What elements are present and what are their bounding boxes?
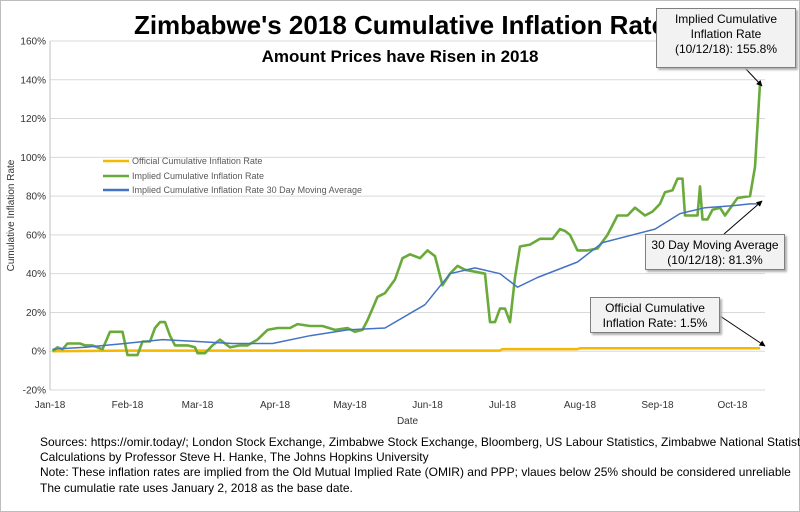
x-tick-label: Aug-18 bbox=[564, 400, 597, 411]
x-tick-label: Jun-18 bbox=[412, 400, 443, 411]
y-tick-label: 0% bbox=[32, 347, 47, 358]
callout-line: (10/12/18): 155.8% bbox=[674, 42, 778, 56]
legend-label: Implied Cumulative Inflation Rate bbox=[132, 171, 264, 181]
x-tick-label: Apr-18 bbox=[260, 400, 290, 411]
x-axis-title: Date bbox=[397, 416, 419, 427]
callout-line: (10/12/18): 81.3% bbox=[667, 253, 763, 267]
x-tick-label: Oct-18 bbox=[717, 400, 747, 411]
y-tick-label: 160% bbox=[20, 37, 46, 48]
official-series-line bbox=[52, 347, 760, 353]
footer-line: Sources: https://omir.today/; London Sto… bbox=[40, 435, 800, 449]
footer-line: Note: These inflation rates are implied … bbox=[40, 465, 791, 480]
y-tick-label: 140% bbox=[20, 75, 46, 86]
implied-series-line bbox=[51, 83, 762, 357]
moving-average-series-line bbox=[52, 203, 760, 351]
callout-arrow bbox=[723, 200, 763, 235]
y-tick-label: -20% bbox=[23, 386, 46, 397]
legend-official: Official Cumulative Inflation Rate bbox=[103, 156, 262, 166]
callout-line: Official Cumulative bbox=[605, 301, 705, 315]
chart-title: Zimbabwe's 2018 Cumulative Inflation Rat… bbox=[133, 10, 667, 40]
legend-implied: Implied Cumulative Inflation Rate bbox=[103, 171, 264, 181]
chart-subtitle: Amount Prices have Risen in 2018 bbox=[261, 47, 539, 66]
y-tick-label: 40% bbox=[26, 269, 46, 280]
callout-line: Implied Cumulative bbox=[674, 12, 778, 26]
sources-footer: Sources: https://omir.today/; London Sto… bbox=[40, 435, 800, 496]
callout-arrow bbox=[744, 67, 763, 87]
x-tick-label: Jan-18 bbox=[35, 400, 66, 411]
callout-moving-average: 30 Day Moving Average (10/12/18): 81.3% bbox=[645, 234, 785, 270]
x-tick-label: Mar-18 bbox=[182, 400, 214, 411]
callout-official-rate: Official Cumulative Inflation Rate: 1.5% bbox=[590, 297, 720, 333]
y-tick-label: 60% bbox=[26, 230, 46, 241]
callout-line: Inflation Rate bbox=[690, 27, 762, 41]
x-tick-label: May-18 bbox=[333, 400, 367, 411]
y-tick-label: 120% bbox=[20, 114, 46, 125]
y-tick-label: 80% bbox=[26, 192, 46, 203]
callout-line: Inflation Rate: 1.5% bbox=[602, 316, 708, 330]
callout-line: 30 Day Moving Average bbox=[651, 238, 779, 252]
footer-line: The cumulatie rate uses January 2, 2018 … bbox=[40, 480, 353, 495]
footer-line: Calculations by Professor Steve H. Hanke… bbox=[40, 450, 429, 465]
callout-arrow bbox=[719, 315, 766, 347]
x-tick-label: Sep-18 bbox=[641, 400, 674, 411]
legend-label: Official Cumulative Inflation Rate bbox=[132, 156, 262, 166]
x-tick-label: Feb-18 bbox=[112, 400, 144, 411]
legend-label: Implied Cumulative Inflation Rate 30 Day… bbox=[132, 185, 362, 195]
x-tick-label: Jul-18 bbox=[489, 400, 517, 411]
y-tick-label: 20% bbox=[26, 308, 46, 319]
legend-moving-average: Implied Cumulative Inflation Rate 30 Day… bbox=[103, 185, 362, 195]
y-axis-title: Cumulative Inflation Rate bbox=[6, 159, 17, 271]
y-tick-label: 100% bbox=[20, 153, 46, 164]
callout-implied-rate: Implied Cumulative Inflation Rate (10/12… bbox=[656, 8, 796, 68]
